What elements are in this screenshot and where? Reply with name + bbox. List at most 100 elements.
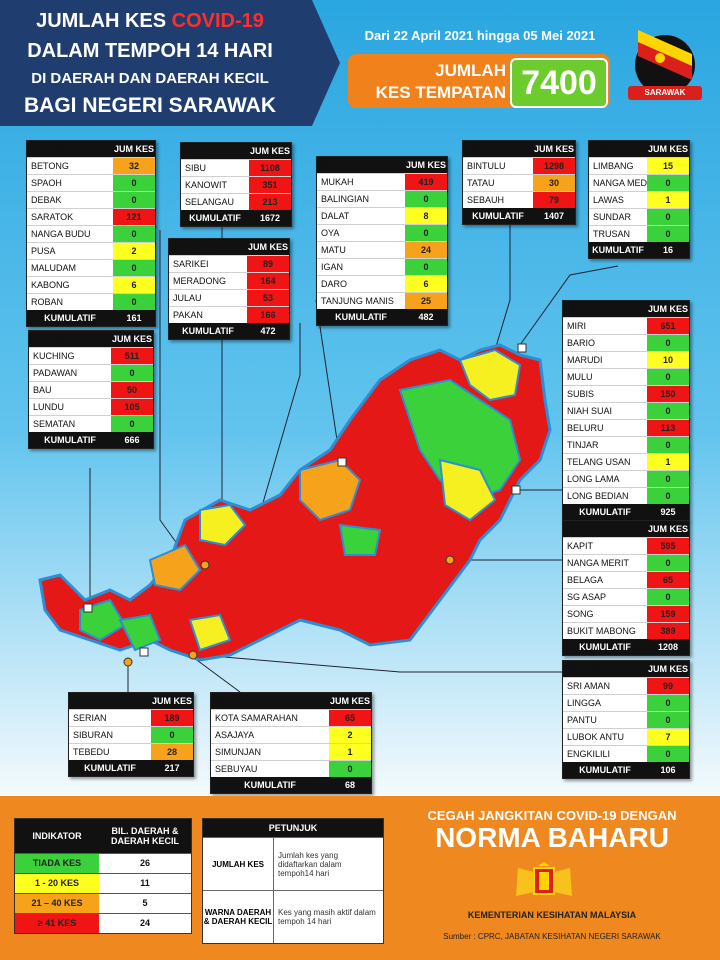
district-row: PAKAN 166 [169, 306, 289, 323]
district-cases: 25 [405, 293, 447, 309]
district-cases: 0 [111, 416, 153, 432]
district-name: MALUDAM [31, 263, 77, 273]
column-header: JUM KES [647, 144, 688, 154]
column-header: JUM KES [329, 696, 370, 706]
indicator-label: 1 - 20 KES [15, 874, 99, 893]
district-cases: 28 [151, 744, 193, 760]
district-cases: 164 [247, 273, 289, 289]
column-header: JUM KES [533, 144, 574, 154]
district-cases: 79 [533, 192, 575, 208]
district-cases: 7 [647, 729, 689, 745]
malaysia-crest-icon [516, 862, 572, 896]
district-row: NANGA MEDAMIT0 [589, 174, 689, 191]
cumulative-label: KUMULATIF [472, 211, 524, 221]
division-name: BETONG [31, 144, 70, 154]
division-table-header: BETONG JUM KES [27, 141, 155, 157]
cumulative-value: 106 [660, 765, 676, 775]
district-name: BELAGA [567, 575, 604, 585]
district-cases: 0 [111, 365, 153, 381]
district-row: SRI AMAN 99 [563, 677, 689, 694]
district-row: KAPIT 595 [563, 537, 689, 554]
district-cases: 0 [647, 335, 689, 351]
district-row: KUCHING 511 [29, 347, 153, 364]
district-cases: 6 [405, 276, 447, 292]
cumulative-value: 1672 [259, 213, 281, 223]
district-name: MUKAH [321, 177, 354, 187]
district-name: BALINGIAN [321, 194, 370, 204]
district-name: SARATOK [31, 212, 74, 222]
district-cases: 189 [151, 710, 193, 726]
title-line-2: DALAM TEMPOH 14 HARI [27, 40, 273, 62]
district-cases: 6 [113, 277, 155, 293]
indicator-header-count: BIL. DAERAH & DAERAH KECIL [110, 826, 179, 846]
district-name: SUNDAR [593, 212, 632, 222]
district-cases: 30 [533, 175, 575, 191]
indicator-row: ≥ 41 KES 24 [15, 913, 191, 933]
district-row: SERIAN 189 [69, 709, 193, 726]
column-header: JUM KES [249, 146, 290, 156]
district-cases: 0 [647, 226, 689, 242]
indicator-label: TIADA KES [15, 854, 99, 873]
district-row: BARIO 0 [563, 334, 689, 351]
district-row: ASAJAYA 2 [211, 726, 371, 743]
district-name: MARUDI [567, 355, 603, 365]
district-row: MULU 0 [563, 368, 689, 385]
district-row: SEMATAN 0 [29, 415, 153, 432]
indicator-count: 11 [99, 874, 191, 893]
district-name: DALAT [321, 211, 350, 221]
cumulative-label: KUMULATIF [44, 313, 96, 323]
division-table-betong: BETONG JUM KES BETONG 32 SPAOH 0 DEBAK 0 SARATOK… [26, 140, 156, 327]
division-total-row: KUMULATIF 68 [211, 777, 371, 793]
district-name: BINTULU [467, 161, 506, 171]
division-name: KAPIT [567, 524, 594, 534]
district-cases: 511 [111, 348, 153, 364]
district-name: PANTU [567, 715, 597, 725]
district-name: BAU [33, 385, 52, 395]
district-name: OYA [321, 228, 340, 238]
district-row: SIBU 1108 [181, 159, 291, 176]
district-cases: 0 [405, 259, 447, 275]
district-row: SEBAUH 79 [463, 191, 575, 208]
district-cases: 8 [405, 208, 447, 224]
district-row: PUSA 2 [27, 242, 155, 259]
indicator-row: 1 - 20 KES 11 [15, 873, 191, 893]
column-header: JUM KES [405, 160, 446, 170]
total-cases-value: 7400 [510, 58, 608, 108]
district-cases: 0 [647, 488, 689, 504]
district-name: TELANG USAN [567, 457, 631, 467]
district-cases: 0 [113, 260, 155, 276]
district-cases: 213 [249, 194, 291, 210]
district-cases: 0 [647, 555, 689, 571]
district-cases: 0 [405, 225, 447, 241]
district-name: LINGGA [567, 698, 602, 708]
division-total-row: KUMULATIF 1407 [463, 208, 575, 224]
district-cases: 121 [113, 209, 155, 225]
district-row: PANTU 0 [563, 711, 689, 728]
legend-row-color: WARNA DAERAH & DAERAH KECIL Kes yang mas… [203, 890, 383, 943]
connector-lines [89, 210, 619, 693]
legend-row-color-desc: Kes yang masih aktif dalam tempoh 14 har… [273, 891, 383, 943]
district-row: MALUDAM 0 [27, 259, 155, 276]
cumulative-label: KUMULATIF [44, 435, 96, 445]
district-cases: 10 [647, 352, 689, 368]
district-cases: 0 [329, 761, 371, 777]
slogan-line-2: NORMA BAHARU [435, 822, 669, 853]
district-name: KAPIT [567, 541, 594, 551]
division-total-row: KUMULATIF 1208 [563, 639, 689, 655]
district-cases: 0 [647, 369, 689, 385]
district-name: SEBAUH [467, 195, 505, 205]
district-name: KANOWIT [185, 180, 227, 190]
district-cases: 32 [113, 158, 155, 174]
district-row: SARIKEI 89 [169, 255, 289, 272]
district-name: SEMATAN [33, 419, 76, 429]
district-cases: 595 [647, 538, 689, 554]
district-name: BETONG [31, 161, 69, 171]
district-row: BETONG 32 [27, 157, 155, 174]
district-row: LONG BEDIAN 0 [563, 487, 689, 504]
district-name: NANGA BUDU [31, 229, 91, 239]
district-cases: 0 [647, 695, 689, 711]
column-header: JUM KES [151, 696, 192, 706]
division-table-miri: MIRI JUM KES MIRI 651 BARIO 0 MARUDI 10 MULU 0 SUB… [562, 300, 690, 521]
